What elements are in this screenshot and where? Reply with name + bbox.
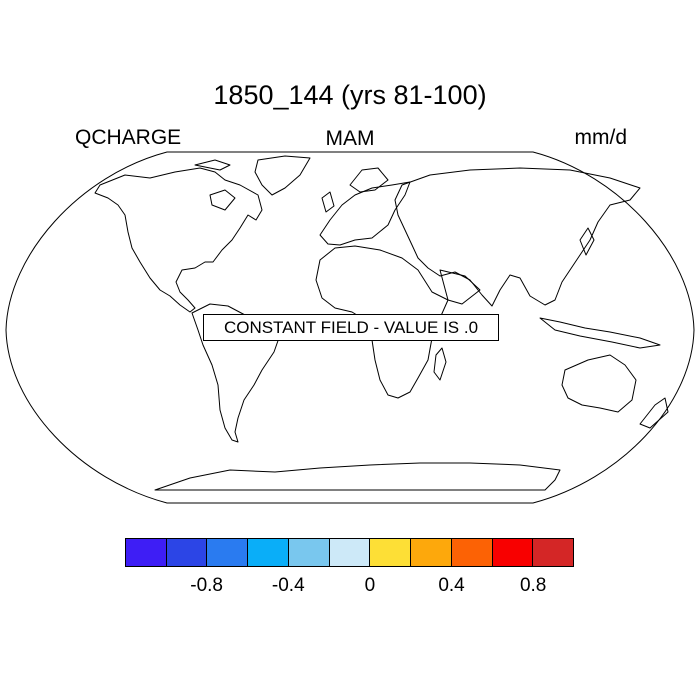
madagascar-coast xyxy=(433,347,447,381)
colorbar-tick-label: 0.4 xyxy=(438,575,465,596)
season-label: MAM xyxy=(325,127,375,150)
colorbar-cell xyxy=(126,539,167,566)
colorbar-cell xyxy=(411,539,452,566)
australia-coast xyxy=(561,354,637,413)
colorbar-tick-label: -0.4 xyxy=(271,575,305,596)
arabia-coast xyxy=(439,269,481,305)
new-zealand-coast xyxy=(639,397,669,429)
japan-coast xyxy=(579,227,595,256)
colorbar-cell xyxy=(288,539,330,566)
arctic-islands xyxy=(194,159,236,211)
north-america-coast xyxy=(94,167,263,313)
coastlines xyxy=(94,155,669,491)
variable-label: QCHARGE xyxy=(75,126,182,149)
colorbar-cell xyxy=(248,539,289,566)
map-boundary xyxy=(5,151,695,504)
colorbar-tick-label: 0 xyxy=(364,575,376,596)
colorbar-cell xyxy=(533,539,574,566)
colorbar-cell xyxy=(166,539,208,566)
colorbar-cell xyxy=(492,539,534,566)
indonesia-coast xyxy=(539,317,661,349)
colorbar-cell xyxy=(329,539,371,566)
africa-coast xyxy=(315,245,449,399)
colorbar-tick-label: 0.8 xyxy=(519,575,547,596)
colorbar xyxy=(125,538,574,567)
constant-field-annotation: CONSTANT FIELD - VALUE IS .0 xyxy=(203,314,499,341)
plot-title: 1850_144 (yrs 81-100) xyxy=(213,80,487,110)
colorbar-cell xyxy=(451,539,493,566)
colorbar-tick-label: -0.8 xyxy=(190,575,223,596)
greenland-coast xyxy=(254,155,311,196)
colorbar-cell xyxy=(370,539,412,566)
units-label: mm/d xyxy=(574,126,628,149)
asia-coast xyxy=(394,167,641,307)
britain-coast xyxy=(321,191,335,213)
colorbar-cell xyxy=(207,539,249,566)
antarctica-coast xyxy=(154,462,561,491)
scandinavia-coast xyxy=(349,167,389,193)
europe-coast xyxy=(319,181,411,246)
